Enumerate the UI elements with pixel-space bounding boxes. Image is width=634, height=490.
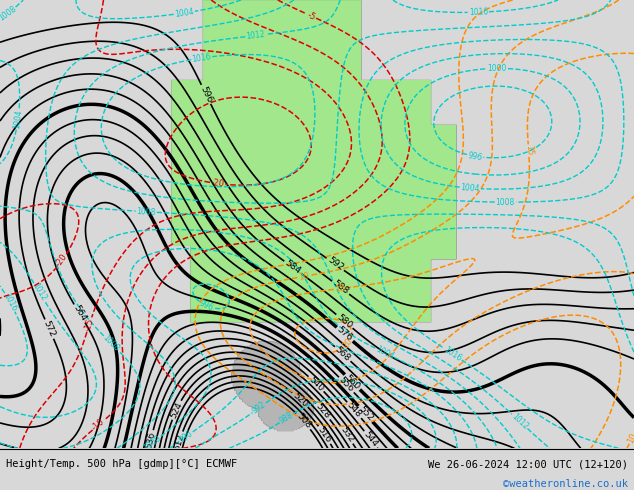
Text: 15: 15 [524,145,533,156]
Text: 532: 532 [339,425,356,444]
Text: 508: 508 [294,412,313,431]
Text: 1004: 1004 [174,7,195,19]
Text: 568: 568 [333,345,352,363]
Text: 1004: 1004 [460,183,481,194]
Text: 1016: 1016 [1,292,18,313]
Text: -20: -20 [55,252,70,269]
Text: 1004: 1004 [374,344,396,361]
Text: -5: -5 [306,10,317,22]
Text: 552: 552 [356,405,375,423]
Text: 536: 536 [145,431,157,450]
Text: 1016: 1016 [443,345,463,363]
Text: 572: 572 [42,319,57,339]
Text: 1008: 1008 [101,333,121,353]
Text: 1012: 1012 [30,282,48,303]
Text: 564: 564 [71,304,88,323]
Text: 548: 548 [345,401,363,419]
Text: 15: 15 [334,284,346,294]
Text: 512: 512 [173,432,186,451]
Text: 996: 996 [178,429,195,444]
Text: 1008: 1008 [136,207,156,217]
Text: 988: 988 [278,410,295,426]
Text: 588: 588 [331,279,350,296]
Text: 10: 10 [626,432,634,445]
Text: 556: 556 [337,375,356,394]
Text: 528: 528 [314,402,332,421]
Text: 996: 996 [467,150,483,162]
Text: 1016: 1016 [191,52,212,64]
Text: 10: 10 [297,271,309,282]
Text: 592: 592 [326,256,345,273]
Text: 1012: 1012 [246,30,266,41]
Text: 520: 520 [291,391,309,409]
Text: 1000: 1000 [488,64,507,73]
Text: 580: 580 [335,313,354,330]
Text: 596: 596 [198,85,214,104]
Text: 992: 992 [250,400,268,416]
Text: Height/Temp. 500 hPa [gdmp][°C] ECMWF: Height/Temp. 500 hPa [gdmp][°C] ECMWF [6,459,238,469]
Text: 1004: 1004 [12,109,24,129]
Text: 584: 584 [283,259,302,276]
Text: 560: 560 [343,373,361,392]
Text: 5: 5 [245,379,254,390]
Text: -15: -15 [83,317,96,333]
Text: 20: 20 [341,336,355,350]
Text: -10: -10 [91,417,107,433]
Text: 516: 516 [316,425,333,444]
Text: 1000: 1000 [142,433,163,452]
Text: ©weatheronline.co.uk: ©weatheronline.co.uk [503,479,628,489]
Text: We 26-06-2024 12:00 UTC (12+120): We 26-06-2024 12:00 UTC (12+120) [428,459,628,469]
Text: 524: 524 [169,400,184,419]
Text: 1008: 1008 [496,197,515,207]
Text: 1016: 1016 [469,7,488,17]
Text: 540: 540 [307,375,325,393]
Text: 1008: 1008 [0,4,18,23]
Text: -20: -20 [210,178,225,189]
Text: 576: 576 [335,325,354,343]
Text: 996: 996 [198,298,215,313]
Text: 1012: 1012 [510,412,530,431]
Text: 544: 544 [362,430,380,449]
